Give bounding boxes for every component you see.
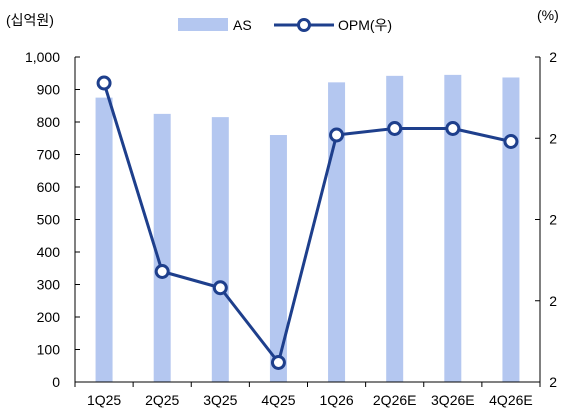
legend-label-as: AS (233, 17, 252, 33)
bar-4q26e (502, 77, 520, 382)
opm-point-3q26e (445, 121, 461, 136)
opm-point-1q26 (329, 127, 345, 143)
x-axis-tick-label: 3Q25 (203, 392, 237, 408)
opm-point-1q25 (96, 75, 112, 91)
opm-point-2q25 (154, 264, 170, 279)
x-axis-tick-label: 3Q26E (431, 392, 475, 408)
right-axis-tick-label: 2 (549, 374, 557, 390)
left-axis-tick-label: 100 (37, 342, 61, 358)
left-axis-tick-label: 200 (37, 309, 61, 325)
legend-swatch-as (178, 18, 228, 31)
right-axis-unit-label: (%) (537, 7, 559, 23)
opm-point-4q25 (270, 355, 286, 370)
left-axis-tick-label: 900 (37, 82, 61, 98)
left-axis-tick-label: 500 (37, 212, 61, 228)
left-axis-tick-label: 0 (52, 374, 60, 390)
bar-1q26 (328, 82, 346, 382)
opm-point-2q26e (387, 121, 403, 136)
bar-3q25 (211, 117, 229, 382)
bar-4q25 (269, 135, 287, 382)
bar-3q26e (444, 74, 462, 382)
x-axis-tick-label: 2Q26E (373, 392, 417, 408)
bar-series-as (95, 74, 520, 382)
left-axis: 0 100 200 300 400 500 600 700 800 900 1,000 (25, 49, 80, 390)
legend-label-opm: OPM(우) (338, 17, 392, 33)
legend-marker-opm (297, 18, 311, 32)
x-axis-tick-label: 4Q26E (489, 392, 533, 408)
x-axis: 1Q25 2Q25 3Q25 4Q25 1Q26 2Q26E 3Q26E 4Q26E (74, 381, 541, 408)
left-axis-tick-label: 700 (37, 147, 61, 163)
right-axis-tick-label: 2 (549, 49, 557, 65)
right-axis-tick-label: 2 (549, 130, 557, 146)
left-axis-tick-label: 800 (37, 114, 61, 130)
opm-line (102, 82, 512, 364)
line-series-opm (96, 75, 519, 370)
x-axis-tick-label: 1Q25 (87, 392, 121, 408)
x-axis-tick-label: 2Q25 (145, 392, 179, 408)
left-axis-tick-label: 1,000 (25, 49, 60, 65)
left-axis-tick-label: 400 (37, 244, 61, 260)
left-axis-unit-label: (십억원) (6, 12, 54, 28)
opm-point-3q25 (212, 280, 228, 296)
x-axis-tick-label: 1Q26 (319, 392, 353, 408)
x-axis-tick-label: 4Q25 (261, 392, 295, 408)
bar-2q25 (153, 113, 171, 382)
right-axis-tick-label: 2 (549, 293, 557, 309)
legend: AS OPM(우) (178, 17, 392, 33)
bar-2q26e (386, 75, 404, 382)
bar-1q25 (95, 97, 113, 382)
opm-point-4q26e (503, 134, 519, 149)
left-axis-tick-label: 600 (37, 179, 61, 195)
right-axis: 2 2 2 2 2 (535, 49, 557, 390)
left-axis-tick-label: 300 (37, 277, 61, 293)
right-axis-tick-label: 2 (549, 212, 557, 228)
